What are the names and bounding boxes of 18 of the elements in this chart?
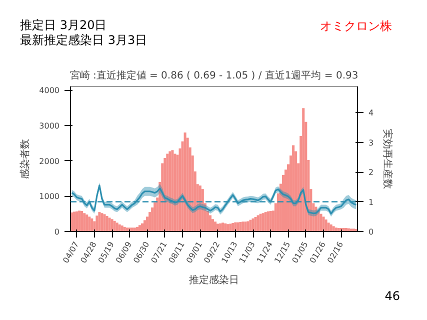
- y2-axis-title: 実効再生産数: [382, 129, 394, 189]
- y-axis-title: 感染者数: [19, 139, 32, 179]
- y2-tick-label: 2: [368, 168, 374, 178]
- x-axis-title: 推定感染日: [189, 274, 239, 286]
- text: オミクロン株: [320, 18, 392, 35]
- y-tick-label: 3000: [39, 121, 60, 130]
- chart-title: 宮崎 :直近推定値 = 0.86 ( 0.69 - 1.05 ) / 直近1週平均 = 0.93: [70, 70, 358, 82]
- y2-tick-label: 3: [368, 138, 374, 148]
- text: 46: [384, 288, 400, 305]
- y-tick-label: 0: [54, 228, 60, 236]
- y-tick-label: 2000: [39, 156, 60, 166]
- y2-tick-label: 1: [368, 198, 374, 207]
- y2-tick-label: 0: [368, 228, 374, 236]
- y2-tick-label: 4: [368, 108, 374, 118]
- text: 推定日 3月20日: [20, 18, 107, 32]
- y-tick-label: 1000: [39, 192, 60, 202]
- text: 最新推定感染日 3月3日: [20, 33, 148, 47]
- y-tick-label: 4000: [39, 86, 60, 96]
